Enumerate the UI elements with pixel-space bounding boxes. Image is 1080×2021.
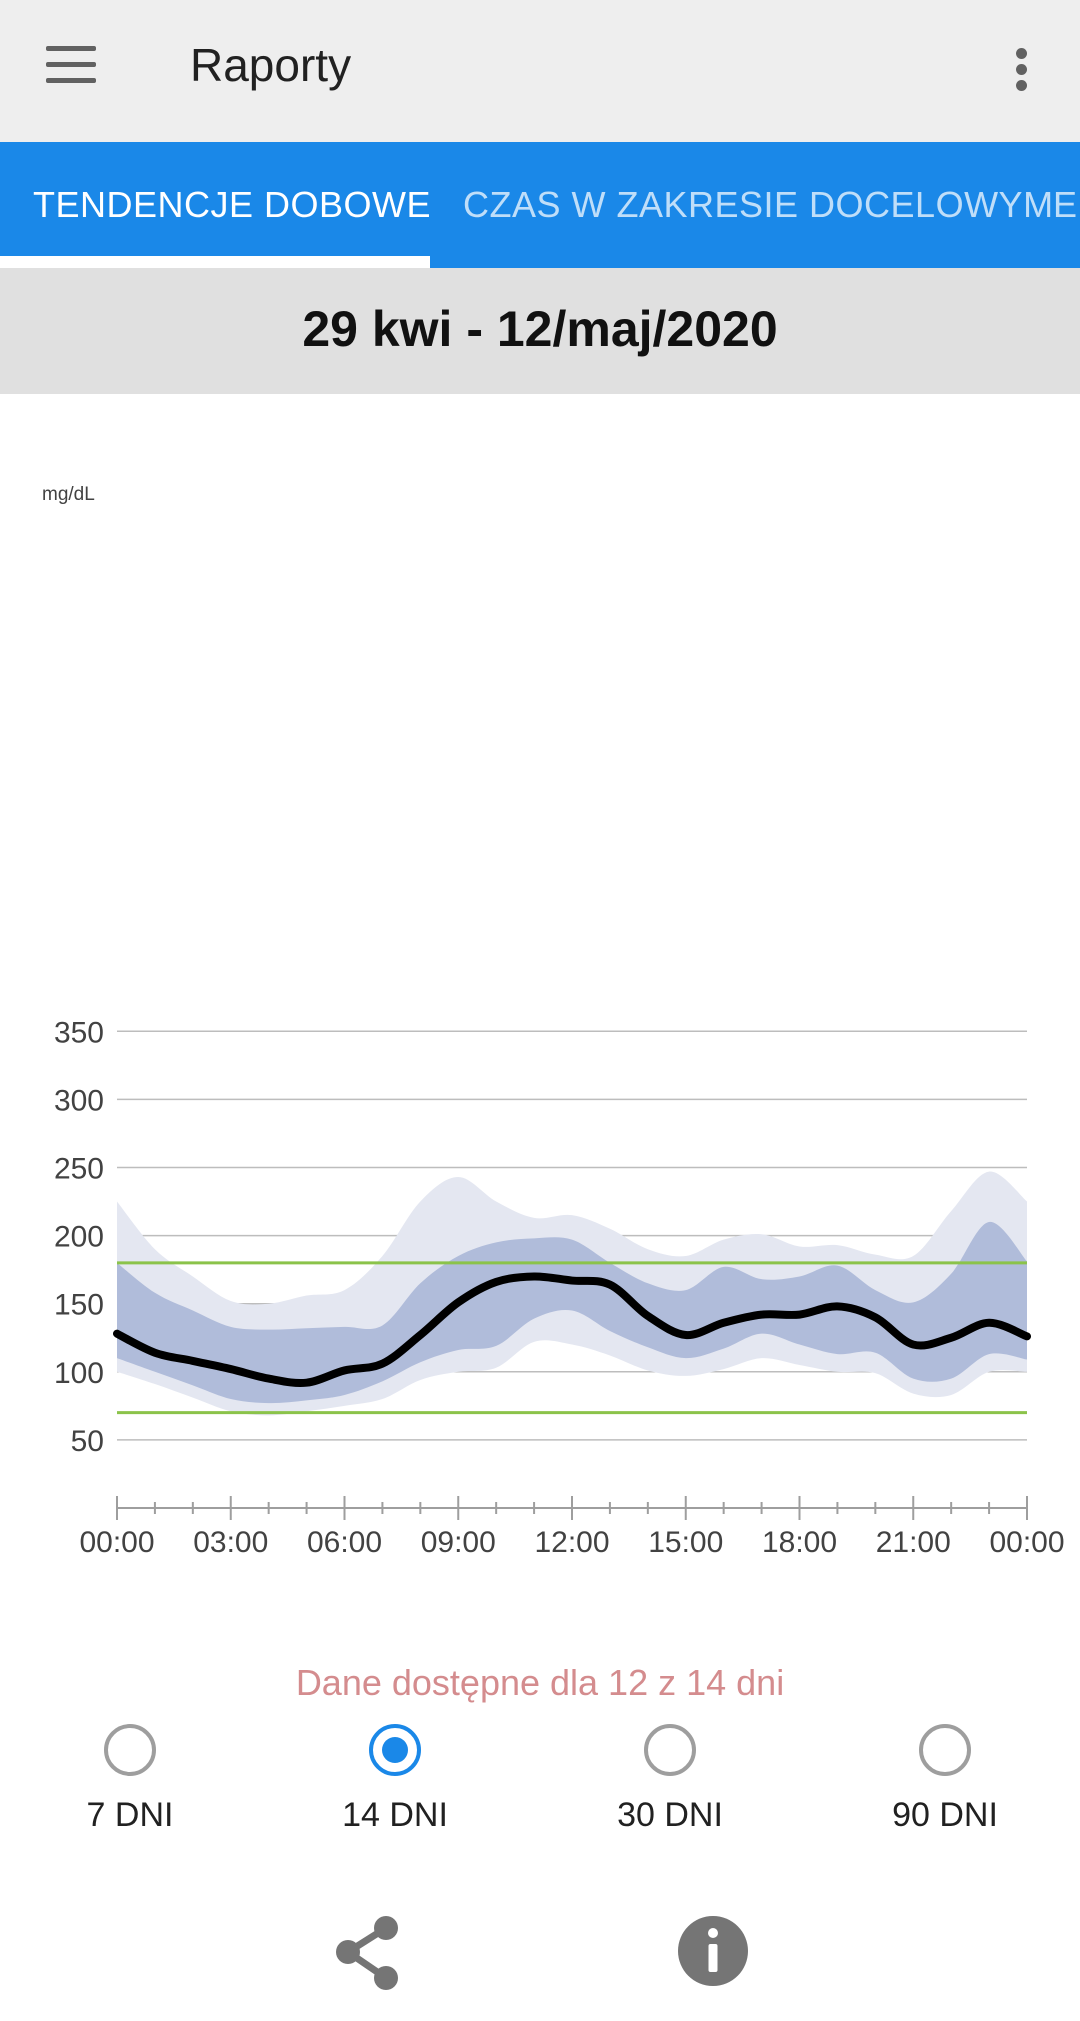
period-90-days[interactable]: 90 DNI — [845, 1722, 1045, 1834]
x-tick-label-3: 09:00 — [421, 1526, 496, 1559]
share-icon[interactable] — [332, 1914, 402, 1992]
period-30-days-label: 30 DNI — [617, 1796, 723, 1834]
y-tick-label-100: 100 — [54, 1357, 104, 1390]
report-tabs: TENDENCJE DOBOWE CZAS W ZAKRESIE DOCELOW… — [0, 142, 1080, 268]
y-tick-label-150: 150 — [54, 1289, 104, 1322]
percentile-25-75-band — [117, 1221, 1027, 1404]
date-range: 29 kwi - 12/maj/2020 — [302, 301, 778, 357]
x-tick-label-0: 00:00 — [79, 1526, 154, 1559]
daily-trends-chart: mg/dL 50 100 150 200 250 300 350 00:00 03:00 06:00… — [0, 394, 1080, 1594]
y-tick-label-200: 200 — [54, 1221, 104, 1254]
y-tick-label-350: 350 — [54, 1016, 104, 1049]
period-7-days-label: 7 DNI — [86, 1796, 174, 1834]
page-title: Raporty — [190, 39, 352, 91]
y-tick-label-50: 50 — [71, 1425, 104, 1458]
x-tick-label-1: 03:00 — [193, 1526, 268, 1559]
x-tick-label-8: 00:00 — [989, 1526, 1064, 1559]
y-tick-label-300: 300 — [54, 1084, 104, 1117]
date-range-bar: 29 kwi - 12/maj/2020 — [0, 268, 1080, 394]
more-vert-icon[interactable] — [1004, 44, 1040, 94]
period-30-days[interactable]: 30 DNI — [570, 1722, 770, 1834]
x-tick-label-6: 18:00 — [762, 1526, 837, 1559]
info-icon[interactable] — [676, 1914, 750, 1988]
active-tab-indicator — [0, 256, 430, 268]
radio-90-days[interactable] — [919, 1724, 971, 1776]
x-tick-label-2: 06:00 — [307, 1526, 382, 1559]
x-tick-label-5: 15:00 — [648, 1526, 723, 1559]
tab-daily-trends[interactable]: TENDENCJE DOBOWE — [33, 184, 432, 225]
tab-third[interactable]: EI — [1053, 184, 1080, 225]
radio-30-days[interactable] — [644, 1724, 696, 1776]
period-14-days-label: 14 DNI — [342, 1796, 448, 1834]
data-availability-text: Dane dostępne dla 12 z 14 dni — [295, 1662, 785, 1703]
y-tick-label-250: 250 — [54, 1153, 104, 1186]
y-axis-unit-label: mg/dL — [42, 484, 95, 505]
tab-time-in-range[interactable]: CZAS W ZAKRESIE DOCELOWYM — [463, 184, 1054, 225]
period-14-days[interactable]: 14 DNI — [295, 1722, 495, 1834]
period-7-days[interactable]: 7 DNI — [30, 1722, 230, 1834]
chart-svg: mg/dL 50 100 150 200 250 300 350 00:00 03:00 06:00… — [42, 484, 1065, 1559]
menu-icon[interactable] — [46, 46, 98, 86]
radio-7-days[interactable] — [104, 1724, 156, 1776]
radio-14-days[interactable] — [369, 1724, 421, 1776]
x-tick-label-7: 21:00 — [876, 1526, 951, 1559]
period-90-days-label: 90 DNI — [892, 1796, 998, 1834]
app-bar: Raporty — [0, 0, 1080, 142]
x-tick-label-4: 12:00 — [534, 1526, 609, 1559]
median-line — [113, 1272, 1031, 1388]
